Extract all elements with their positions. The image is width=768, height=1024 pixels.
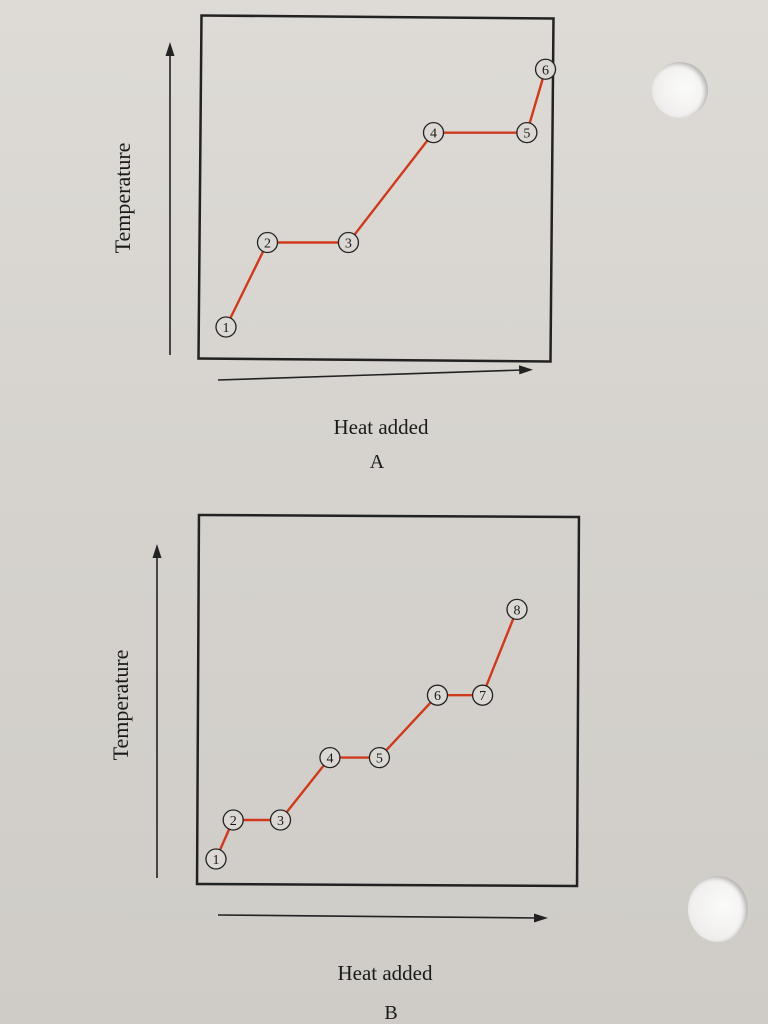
point-marker xyxy=(471,684,494,706)
diagram-a-x-arrowhead xyxy=(519,365,533,375)
diagram-b-point-7: 7 xyxy=(471,684,494,706)
diagram-a-point-6: 6 xyxy=(534,58,557,80)
point-marker xyxy=(426,684,449,706)
point-marker xyxy=(222,809,244,831)
point-marker xyxy=(506,598,528,621)
point-label: 4 xyxy=(326,752,333,767)
point-marker xyxy=(516,121,538,144)
diagram-b-point-4: 4 xyxy=(319,746,341,769)
point-label: 3 xyxy=(277,814,284,829)
point-marker xyxy=(215,316,237,338)
diagram-a-xlabel: Heat added xyxy=(333,415,429,439)
diagram-a-ylabel: Temperature xyxy=(110,143,135,254)
point-marker xyxy=(256,231,279,254)
diagram-b-segment-3-4 xyxy=(279,756,332,822)
point-label: 6 xyxy=(434,689,441,704)
diagram-b-frame xyxy=(195,513,581,888)
diagram-a-segment-5-6 xyxy=(525,68,547,134)
diagram-b-caption: B xyxy=(384,1002,397,1024)
diagram-a-segment-3-4 xyxy=(347,131,435,244)
point-label: 5 xyxy=(523,127,530,142)
point-label: 3 xyxy=(345,237,352,252)
point-marker xyxy=(269,809,292,831)
diagram-a-point-2: 2 xyxy=(256,231,279,254)
point-label: 5 xyxy=(376,752,383,767)
binder-hole-bottom xyxy=(688,876,748,942)
diagram-b-segment-5-6 xyxy=(378,694,439,759)
diagram-a-y-arrowhead xyxy=(165,42,175,56)
diagram-a-point-5: 5 xyxy=(516,121,538,144)
point-label: 8 xyxy=(514,603,521,618)
diagram-a-point-1: 1 xyxy=(215,316,237,338)
point-marker xyxy=(422,121,445,144)
diagram-a-points: 1 2 3 4 5 6 xyxy=(215,58,557,338)
diagram-a-point-4: 4 xyxy=(422,121,445,144)
diagram-a-point-3: 3 xyxy=(337,231,360,254)
diagram-b-point-3: 3 xyxy=(269,809,292,831)
point-marker xyxy=(368,746,391,769)
diagram-a-x-axis-arrow xyxy=(217,369,524,381)
binder-hole-top xyxy=(652,62,708,118)
diagram-b-point-6: 6 xyxy=(426,684,449,706)
diagram-a-frame xyxy=(197,14,555,363)
diagram-b-x-axis-arrow xyxy=(217,914,539,919)
diagram-b-point-1: 1 xyxy=(205,848,227,870)
diagram-b-point-8: 8 xyxy=(506,598,528,621)
diagram-a-segment-1-2 xyxy=(224,241,269,329)
diagram-b: Temperature Heat added B 1 2 3 4 5 6 7 8 xyxy=(108,513,581,1024)
diagram-a-heating-curve xyxy=(224,68,547,329)
diagram-b-xlabel: Heat added xyxy=(337,961,433,985)
point-marker xyxy=(319,746,341,769)
diagram-b-y-arrowhead xyxy=(152,544,162,558)
diagram-a-caption: A xyxy=(370,451,385,473)
point-label: 7 xyxy=(479,689,486,704)
diagram-b-points: 1 2 3 4 5 6 7 8 xyxy=(205,598,528,870)
point-marker xyxy=(337,231,360,254)
diagram-a: Temperature Heat added A 1 2 3 4 5 6 xyxy=(110,14,557,473)
point-label: 6 xyxy=(542,63,549,78)
point-label: 1 xyxy=(213,853,220,868)
diagram-b-segment-7-8 xyxy=(481,608,519,697)
diagram-b-point-2: 2 xyxy=(222,809,244,831)
diagram-b-heating-curve xyxy=(214,608,519,861)
point-label: 1 xyxy=(223,321,230,336)
point-marker xyxy=(205,848,227,870)
point-marker xyxy=(534,58,557,80)
point-label: 2 xyxy=(264,237,271,252)
diagram-b-point-5: 5 xyxy=(368,746,391,769)
diagram-b-ylabel: Temperature xyxy=(108,650,133,761)
point-label: 2 xyxy=(230,814,237,829)
diagram-b-x-arrowhead xyxy=(534,913,548,923)
point-label: 4 xyxy=(430,127,437,142)
